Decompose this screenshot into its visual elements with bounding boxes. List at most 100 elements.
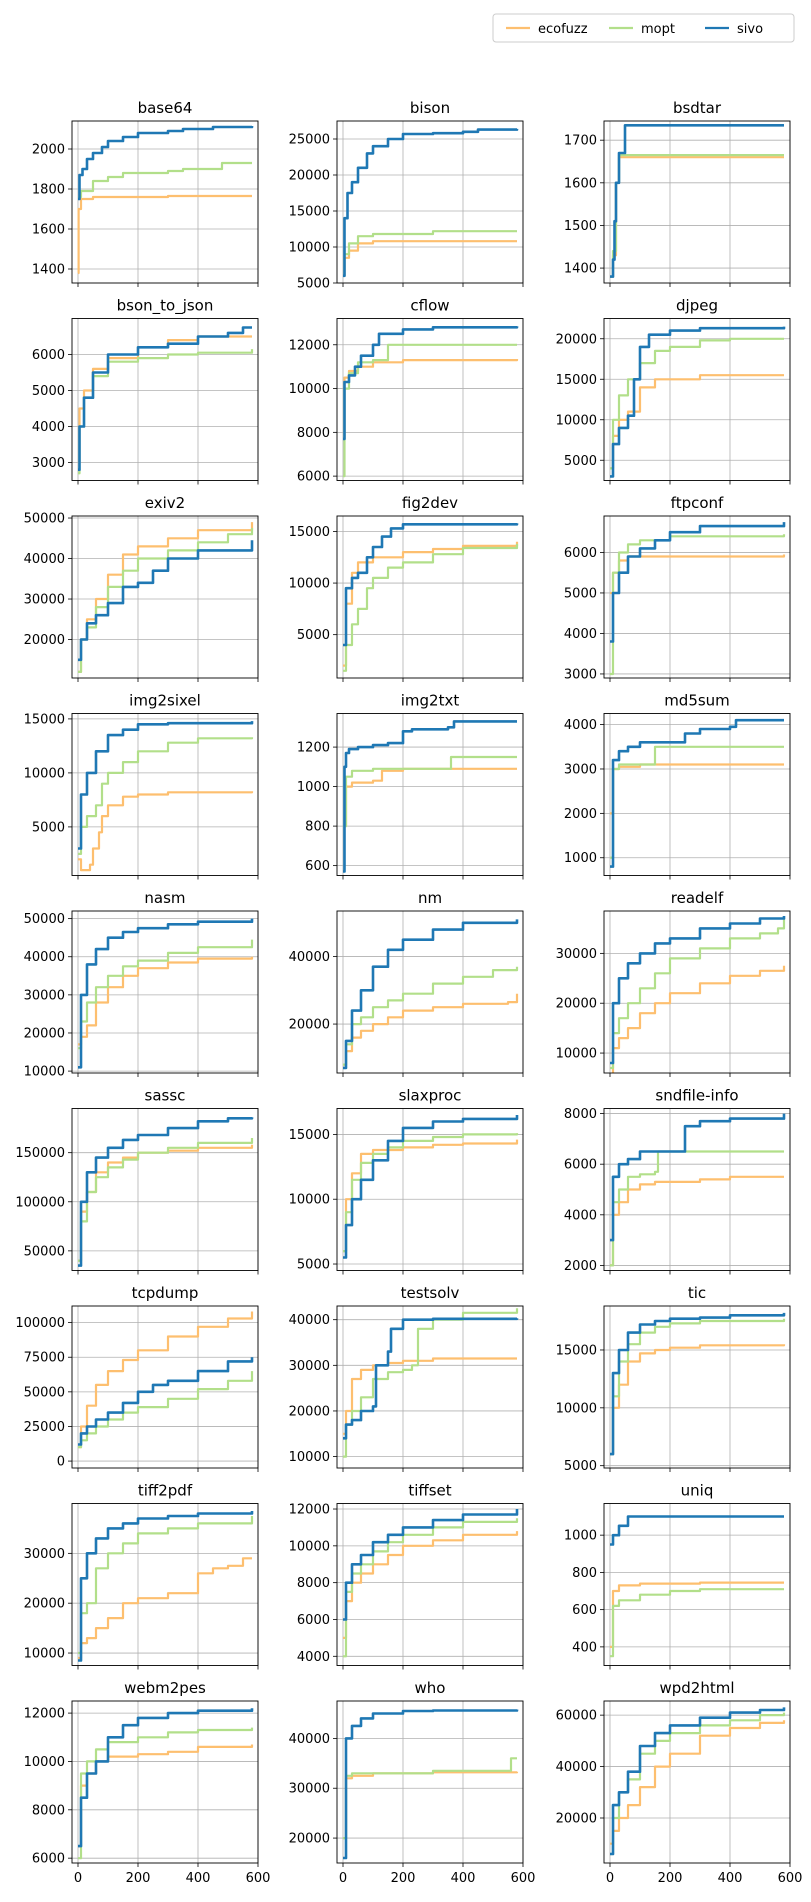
- subplot-title: ftpconf: [671, 494, 724, 512]
- subplot-who: who 0 200 400 600 20000 30000 40000: [289, 1679, 536, 1886]
- y-tick-label: 1200: [297, 741, 330, 756]
- subplot-title: webm2pes: [124, 1679, 206, 1697]
- series-line-mopt: [610, 154, 784, 278]
- y-tick-label: 40000: [289, 950, 330, 965]
- series-line-ecofuzz: [610, 1344, 786, 1456]
- subplot-title: djpeg: [676, 297, 718, 315]
- axes-frame: [71, 120, 259, 284]
- y-tick-label: 25000: [24, 1420, 65, 1435]
- y-tick-label: 3000: [564, 667, 597, 682]
- y-tick-label: 10000: [289, 1450, 330, 1465]
- subplot-tiff2pdf: tiff2pdf 10000 20000 30000: [24, 1482, 259, 1670]
- subplot-img2sixel: img2sixel 5000 10000 15000: [24, 692, 259, 880]
- series-line-mopt: [343, 1518, 519, 1658]
- y-tick-label: 30000: [289, 1782, 330, 1797]
- subplot-nasm: nasm 10000 20000 30000 40000 50000: [24, 889, 259, 1080]
- x-tick-label: 400: [186, 1871, 211, 1886]
- y-tick-label: 30000: [289, 1359, 330, 1374]
- subplot-ftpconf: ftpconf 3000 4000 5000 6000: [564, 494, 791, 682]
- subplot-title: slaxproc: [399, 1087, 462, 1105]
- y-tick-label: 5000: [297, 277, 330, 292]
- x-tick-label: 600: [511, 1871, 536, 1886]
- y-tick-label: 0: [57, 1455, 65, 1470]
- y-tick-label: 20000: [289, 1832, 330, 1847]
- subplot-title: img2txt: [401, 692, 460, 710]
- subplot-tic: tic 5000 10000 15000: [556, 1284, 791, 1474]
- subplot-title: wpd2html: [659, 1679, 734, 1697]
- axes-frame: [71, 910, 259, 1074]
- y-tick-label: 50000: [24, 512, 65, 527]
- x-tick-label: 0: [74, 1871, 82, 1886]
- y-tick-label: 6000: [564, 1158, 597, 1173]
- series-line-mopt: [610, 1712, 786, 1856]
- y-tick-label: 30000: [24, 988, 65, 1003]
- subplot-base64: base64 1400 1600 1800 2000: [32, 99, 259, 287]
- series-line-mopt: [343, 1757, 517, 1840]
- y-tick-label: 20000: [556, 1812, 597, 1827]
- subplot-title: sassc: [145, 1087, 186, 1105]
- y-tick-label: 20000: [289, 1018, 330, 1033]
- series-line-ecofuzz: [343, 1139, 519, 1253]
- y-tick-label: 5000: [564, 454, 597, 469]
- y-tick-label: 4000: [564, 718, 597, 733]
- legend-frame: [492, 13, 795, 43]
- series-line-mopt: [343, 966, 519, 1066]
- axes-frame: [336, 120, 524, 284]
- y-tick-label: 8000: [297, 1576, 330, 1591]
- series-line-ecofuzz: [78, 522, 254, 673]
- series-line-mopt: [610, 1588, 784, 1658]
- series-line-mopt: [78, 939, 254, 1050]
- y-tick-label: 10000: [556, 413, 597, 428]
- y-tick-label: 30000: [556, 947, 597, 962]
- y-tick-label: 10000: [24, 766, 65, 781]
- series-line-ecofuzz: [343, 240, 517, 277]
- y-tick-label: 100000: [15, 1316, 65, 1331]
- axes-frame: [603, 1700, 791, 1864]
- axes-frame: [336, 1305, 524, 1469]
- axes-frame: [336, 910, 524, 1074]
- subplot-tiffset: tiffset 4000 6000 8000 10000 12000: [289, 1482, 524, 1670]
- axes-frame: [603, 1503, 791, 1666]
- series-line-mopt: [78, 349, 254, 475]
- y-tick-label: 1400: [32, 263, 65, 278]
- series-line-mopt: [610, 534, 786, 676]
- subplot-grid: base641400160018002000bison5000100001500…: [15, 99, 802, 1886]
- series-line-ecofuzz: [78, 1311, 254, 1449]
- y-tick-label: 6000: [32, 348, 65, 363]
- series-line-sivo: [343, 523, 519, 647]
- series-line-mopt: [343, 1133, 519, 1253]
- series-line-ecofuzz: [78, 1744, 254, 1848]
- series-line-sivo: [78, 540, 254, 662]
- series-line-sivo: [343, 1509, 519, 1621]
- y-tick-label: 20000: [556, 332, 597, 347]
- y-tick-label: 75000: [24, 1351, 65, 1366]
- y-tick-label: 1600: [564, 176, 597, 191]
- series-line-sivo: [343, 919, 519, 1070]
- series-line-ecofuzz: [78, 956, 254, 1046]
- series-line-sivo: [343, 1709, 519, 1860]
- axes-frame: [71, 1305, 259, 1469]
- x-tick-label: 600: [778, 1871, 803, 1886]
- series-line-ecofuzz: [343, 1771, 519, 1840]
- series-line-mopt: [610, 1150, 784, 1267]
- series-line-sivo: [610, 1515, 784, 1546]
- series-line-sivo: [343, 326, 519, 441]
- subplot-bison: bison 5000 10000 15000 20000 25000: [289, 99, 524, 292]
- subplot-title: readelf: [671, 889, 724, 907]
- y-tick-label: 1700: [564, 134, 597, 149]
- y-tick-label: 15000: [289, 525, 330, 540]
- y-tick-label: 3000: [32, 456, 65, 471]
- subplot-title: nm: [418, 889, 442, 907]
- axes-frame: [603, 515, 791, 679]
- y-tick-label: 1600: [32, 223, 65, 238]
- axes-frame: [336, 713, 524, 876]
- y-tick-label: 5000: [297, 1258, 330, 1273]
- y-tick-label: 400: [572, 1640, 597, 1655]
- subplot-img2txt: img2txt 600 800 1000 1200: [297, 692, 524, 880]
- y-tick-label: 2000: [564, 807, 597, 822]
- subplot-djpeg: djpeg 5000 10000 15000 20000: [556, 297, 791, 485]
- series-line-ecofuzz: [610, 763, 784, 815]
- y-tick-label: 1800: [32, 183, 65, 198]
- series-line-sivo: [78, 1117, 254, 1267]
